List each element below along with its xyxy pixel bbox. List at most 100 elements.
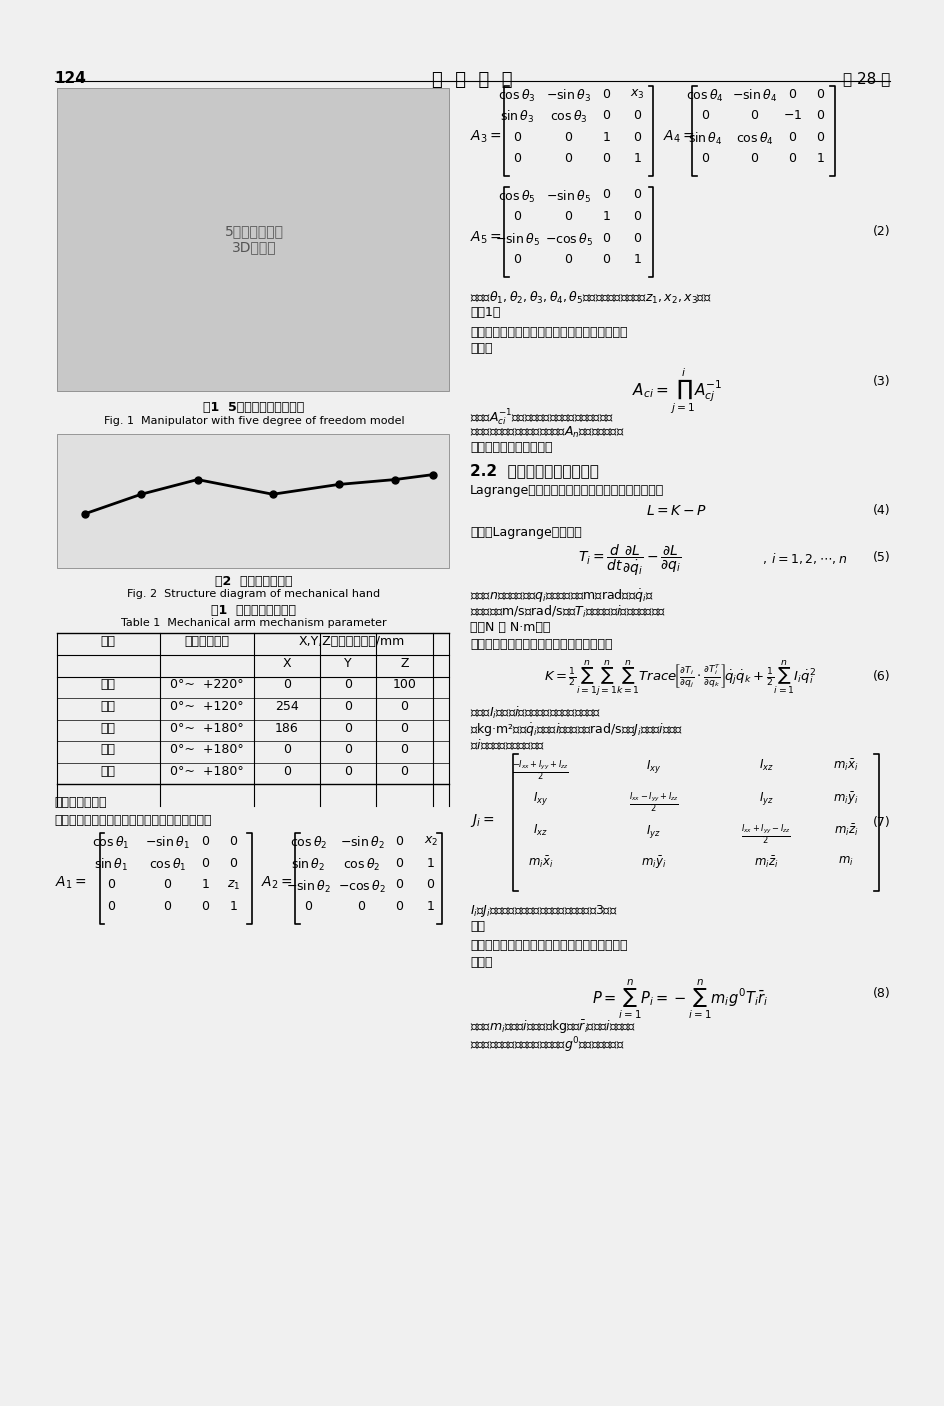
Text: 式中，$\theta_1,\theta_2,\theta_3,\theta_4,\theta_5$为相应关节转角变量，$z_1,x_2,x_3$值参: 式中，$\theta_1,\theta_2,\theta_3,\theta_4,…: [470, 290, 711, 305]
Text: $J_i=$: $J_i=$: [470, 811, 494, 828]
Text: 在忽略传动装置重力情况下，机械手系统的总势: 在忽略传动装置重力情况下，机械手系统的总势: [470, 939, 627, 952]
Text: 5自由度机械手
3D模型图: 5自由度机械手 3D模型图: [225, 225, 283, 254]
Text: $1$: $1$: [426, 856, 434, 870]
Text: $-\sin\theta_5$: $-\sin\theta_5$: [546, 188, 591, 205]
Text: $0$: $0$: [632, 131, 641, 143]
Text: 0: 0: [344, 744, 351, 756]
Text: 图1  5自由度机械手模型图: 图1 5自由度机械手模型图: [203, 401, 304, 415]
Text: 杆件: 杆件: [101, 636, 115, 648]
Text: 腕部: 腕部: [101, 744, 115, 756]
Text: $1$: $1$: [200, 879, 210, 891]
Text: $0$: $0$: [107, 900, 115, 912]
Text: (3): (3): [871, 375, 889, 388]
Text: $A_{ci}=\prod_{j=1}^{i}A_{cj}^{-1}$: $A_{ci}=\prod_{j=1}^{i}A_{cj}^{-1}$: [632, 367, 721, 416]
Text: $0$: $0$: [564, 253, 573, 266]
Text: $A_1=$: $A_1=$: [55, 875, 86, 891]
Text: $0$: $0$: [787, 131, 797, 143]
Text: Fig. 2  Structure diagram of mechanical hand: Fig. 2 Structure diagram of mechanical h…: [127, 589, 380, 599]
Text: $m_i\bar{x}_i$: $m_i\bar{x}_i$: [528, 855, 553, 870]
Text: $\sin\theta_4$: $\sin\theta_4$: [687, 131, 721, 146]
Text: $0$: $0$: [632, 232, 641, 245]
Text: $0$: $0$: [816, 110, 824, 122]
Text: $0$: $0$: [395, 900, 404, 912]
Text: $m_i\bar{z}_i$: $m_i\bar{z}_i$: [753, 855, 778, 870]
Text: $x_3$: $x_3$: [630, 87, 644, 101]
Text: $0$: $0$: [750, 110, 759, 122]
Text: 0: 0: [344, 679, 351, 692]
Text: 186: 186: [275, 721, 298, 734]
Text: 0°~  +180°: 0°~ +180°: [170, 744, 244, 756]
Text: $-\cos\theta_2$: $-\cos\theta_2$: [338, 879, 385, 894]
Text: $\frac{I_{xx}-I_{yy}+I_{zz}}{2}$: $\frac{I_{xx}-I_{yy}+I_{zz}}{2}$: [628, 790, 678, 815]
Text: $0$: $0$: [228, 856, 238, 870]
Text: 0: 0: [400, 721, 408, 734]
Text: $-\sin\theta_5$: $-\sin\theta_5$: [494, 232, 539, 247]
Text: $0$: $0$: [700, 152, 709, 166]
Text: X: X: [282, 657, 291, 669]
Text: $m_i\bar{z}_i$: $m_i\bar{z}_i$: [833, 823, 857, 838]
Text: $0$: $0$: [395, 835, 404, 848]
Text: $A_2=$: $A_2=$: [261, 875, 293, 891]
Text: $I_{xz}$: $I_{xz}$: [532, 823, 548, 838]
Text: 0°~  +220°: 0°~ +220°: [170, 679, 244, 692]
Text: $-\sin\theta_1$: $-\sin\theta_1$: [145, 835, 190, 852]
Text: $x_2$: $x_2$: [423, 835, 437, 848]
Text: Fig. 1  Manipulator with five degree of freedom model: Fig. 1 Manipulator with five degree of f…: [104, 416, 404, 426]
Text: 图2  机械手结构简图: 图2 机械手结构简图: [215, 575, 293, 588]
Text: $T_i=\dfrac{d}{dt}\dfrac{\partial L}{\partial \dot{q}_i}-\dfrac{\partial L}{\par: $T_i=\dfrac{d}{dt}\dfrac{\partial L}{\pa…: [578, 543, 681, 578]
Text: 0: 0: [282, 679, 291, 692]
Text: $\cos\theta_2$: $\cos\theta_2$: [343, 856, 380, 873]
Text: $1$: $1$: [632, 152, 641, 166]
Text: 0: 0: [400, 700, 408, 713]
Text: $0$: $0$: [632, 188, 641, 201]
Text: $0$: $0$: [357, 900, 366, 912]
Text: $L=K-P$: $L=K-P$: [646, 505, 707, 517]
Text: $I_{yz}$: $I_{yz}$: [646, 823, 660, 839]
Text: $0$: $0$: [512, 152, 521, 166]
Text: 考表1。: 考表1。: [470, 307, 500, 319]
Bar: [57, 433, 449, 568]
Text: $0$: $0$: [816, 87, 824, 101]
Text: $z_1$: $z_1$: [227, 879, 240, 891]
Text: $A_4=$: $A_4=$: [662, 129, 694, 145]
Text: $-\cos\theta_5$: $-\cos\theta_5$: [545, 232, 592, 247]
Text: 254: 254: [275, 700, 298, 713]
Text: $0$: $0$: [162, 900, 172, 912]
Text: $-1$: $-1$: [783, 110, 801, 122]
Text: $I_{xz}$: $I_{xz}$: [758, 758, 773, 773]
Text: $0$: $0$: [601, 110, 611, 122]
Text: 2.2  机械手系统动力学方程: 2.2 机械手系统动力学方程: [470, 463, 598, 478]
Text: X,Y,Z轴方向偏移量/mm: X,Y,Z轴方向偏移量/mm: [298, 636, 404, 648]
Text: $m_i$: $m_i$: [837, 855, 853, 868]
Text: 表1  机械手臂机构参数: 表1 机械手臂机构参数: [211, 605, 296, 617]
Text: $\cos\theta_3$: $\cos\theta_3$: [549, 110, 587, 125]
Text: $\cos\theta_4$: $\cos\theta_4$: [735, 131, 773, 146]
Text: $m_i\bar{y}_i$: $m_i\bar{y}_i$: [640, 855, 666, 872]
Text: (4): (4): [871, 505, 889, 517]
Text: $I_i$和$J_i$均可通过机械手臂质量分布特性及式（3）求: $I_i$和$J_i$均可通过机械手臂质量分布特性及式（3）求: [470, 903, 617, 920]
Text: 100: 100: [392, 679, 416, 692]
Text: 力（N 或 N·m）。: 力（N 或 N·m）。: [470, 620, 550, 634]
Text: 根据坐标变换矩阵可以得出各臂杆质心处的位姿: 根据坐标变换矩阵可以得出各臂杆质心处的位姿: [470, 326, 627, 339]
Text: $0$: $0$: [750, 152, 759, 166]
Text: $\frac{I_{xx}+I_{yy}-I_{zz}}{2}$: $\frac{I_{xx}+I_{yy}-I_{zz}}{2}$: [740, 823, 790, 848]
Text: $1$: $1$: [601, 131, 610, 143]
Text: $A_3=$: $A_3=$: [470, 129, 501, 145]
Text: $,\;i=1,2,\cdots,n$: $,\;i=1,2,\cdots,n$: [761, 551, 846, 567]
Text: Y: Y: [344, 657, 351, 669]
Text: $0$: $0$: [564, 209, 573, 224]
Text: $\sin\theta_1$: $\sin\theta_1$: [93, 856, 128, 873]
Text: 第 28 卷: 第 28 卷: [842, 70, 889, 86]
Text: $0$: $0$: [200, 856, 210, 870]
Text: $1$: $1$: [632, 253, 641, 266]
Text: $-\sin\theta_3$: $-\sin\theta_3$: [546, 87, 591, 104]
Text: (8): (8): [871, 987, 889, 1000]
Text: 关节转动范围: 关节转动范围: [184, 636, 229, 648]
Text: 能为：: 能为：: [470, 956, 492, 969]
Text: $0$: $0$: [632, 209, 641, 224]
Text: 腰部、下臂、上臂、腕部和手部变换矩阵如下：: 腰部、下臂、上臂、腕部和手部变换矩阵如下：: [55, 814, 212, 827]
Text: $\sin\theta_3$: $\sin\theta_3$: [499, 110, 533, 125]
Text: 系$i$中的伪惯量矩阵，即：: 系$i$中的伪惯量矩阵，即：: [470, 738, 545, 752]
Text: $0$: $0$: [564, 131, 573, 143]
Text: 0°~  +120°: 0°~ +120°: [170, 700, 244, 713]
